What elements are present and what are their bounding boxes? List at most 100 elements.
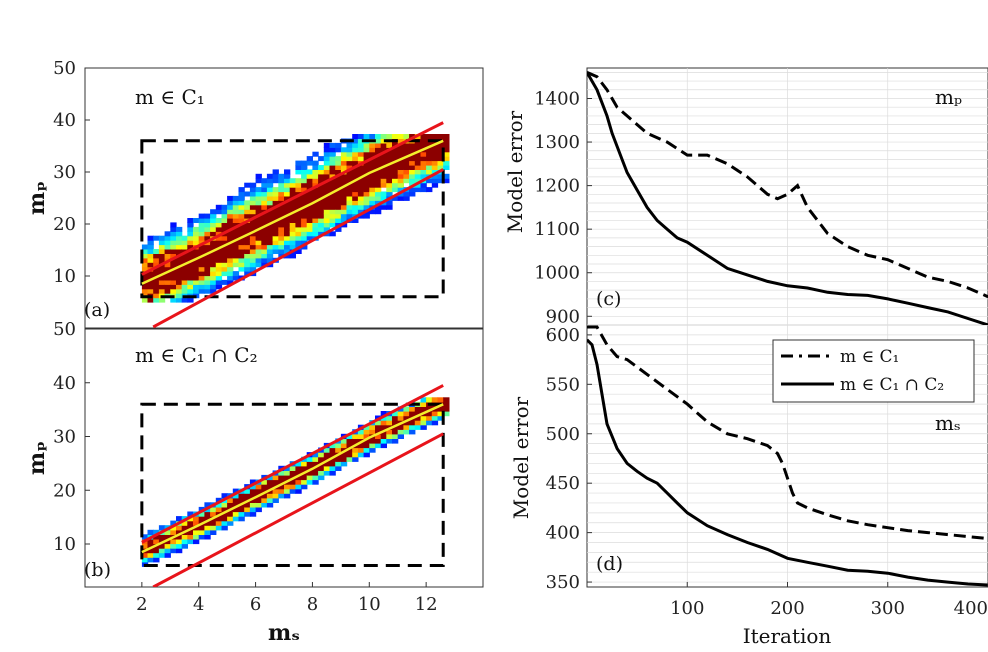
heat-cell — [147, 548, 154, 554]
heat-cell — [221, 244, 228, 250]
heat-cell — [170, 235, 177, 241]
ylabel-d: Model error — [509, 396, 533, 519]
heat-cell — [375, 147, 382, 153]
heat-cell — [403, 420, 410, 426]
heat-cell — [244, 271, 251, 277]
heat-cell — [272, 244, 279, 250]
heat-cell — [210, 529, 217, 535]
heat-cell — [266, 484, 274, 490]
heat-cell — [306, 479, 313, 485]
heat-cell — [210, 506, 217, 513]
heat-cell — [420, 142, 427, 148]
heat-cell — [176, 275, 183, 281]
heat-cell — [403, 406, 410, 412]
heat-cell — [261, 195, 268, 201]
heat-cell — [204, 516, 211, 522]
heat-cell — [295, 240, 302, 246]
heat-cell — [210, 218, 217, 223]
heat-cell — [153, 262, 160, 268]
heat-cell — [369, 178, 376, 184]
heat-cell — [289, 191, 296, 197]
heat-cell — [272, 191, 279, 197]
heat-cell — [255, 173, 262, 179]
heat-cell — [284, 173, 291, 179]
heat-cell — [409, 134, 416, 139]
heat-cell — [261, 253, 268, 259]
heat-cell — [340, 191, 348, 197]
heat-cell — [318, 456, 325, 462]
heat-cell — [204, 529, 211, 535]
heat-cell — [187, 288, 194, 294]
heat-cell — [261, 204, 268, 210]
heat-cell — [204, 249, 211, 254]
heat-cell — [238, 249, 245, 254]
heat-cell — [380, 195, 387, 201]
heat-cell — [397, 134, 404, 139]
heat-cell — [312, 474, 319, 481]
heat-cell — [170, 226, 177, 232]
heat-cell — [261, 240, 268, 246]
heat-cell — [329, 169, 336, 175]
heat-cell — [232, 511, 240, 517]
heat-cell — [198, 235, 205, 241]
panel-label-d: (d) — [596, 553, 623, 575]
heat-cell — [392, 411, 399, 417]
heat-cell — [158, 266, 166, 272]
heat-cell — [443, 138, 450, 144]
heat-cell — [357, 169, 365, 175]
heat-cell — [204, 253, 211, 259]
heat-cell — [187, 266, 194, 272]
heat-cell — [278, 222, 285, 228]
heat-cell — [278, 484, 285, 490]
heat-cell — [232, 516, 240, 522]
lines-c — [587, 71, 988, 325]
heat-cell — [301, 209, 308, 215]
heat-cell — [295, 226, 302, 232]
heat-cell — [346, 178, 353, 184]
heat-cell — [158, 543, 166, 549]
heat-cell — [164, 529, 171, 535]
heat-cell — [261, 178, 268, 184]
heat-cell — [335, 156, 342, 162]
heat-cell — [431, 397, 439, 403]
heat-cell — [403, 147, 410, 153]
y-tick-label: 30 — [53, 427, 76, 448]
heat-cell — [249, 484, 257, 490]
heat-cell — [318, 213, 325, 219]
heat-cell — [147, 284, 154, 290]
heat-cell — [193, 253, 200, 259]
heat-cell — [221, 235, 228, 241]
heat-cell — [357, 195, 365, 201]
heat-cell — [147, 557, 154, 563]
heat-cell — [261, 488, 268, 494]
heat-cell — [409, 187, 416, 193]
x-tick-label: 200 — [770, 598, 804, 619]
heat-cell — [198, 218, 205, 223]
heat-cell — [187, 529, 194, 535]
heat-cell — [210, 222, 217, 228]
heat-cell — [329, 142, 336, 148]
heat-cell — [278, 218, 285, 223]
heat-cell — [295, 165, 302, 170]
heat-cell — [153, 297, 160, 303]
heat-cell — [295, 470, 302, 476]
heat-cell — [261, 191, 268, 197]
heat-cell — [306, 231, 313, 237]
heat-cell — [170, 244, 177, 250]
heat-cell — [221, 506, 228, 513]
heat-cell — [369, 438, 376, 444]
heat-cell — [409, 160, 416, 166]
heat-cell — [363, 151, 370, 157]
heat-cell — [187, 226, 194, 232]
heat-cell — [443, 151, 450, 157]
heat-cell — [176, 257, 183, 263]
heat-cell — [249, 226, 257, 232]
axis-ticks: 10 20 30 40 50 10 20 30 40 50 900 1000 1100 1200 1300 1… — [53, 58, 988, 619]
heat-cell — [357, 209, 365, 215]
heat-cell — [346, 173, 353, 179]
heat-cell — [443, 165, 450, 170]
heat-cell — [306, 218, 313, 223]
heat-cell — [255, 484, 262, 490]
heat-cell — [357, 200, 365, 206]
heat-cell — [255, 187, 262, 193]
